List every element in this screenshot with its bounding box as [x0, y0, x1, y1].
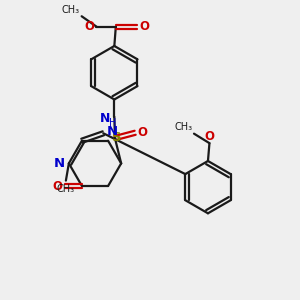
Text: H: H: [109, 118, 116, 128]
Text: S: S: [112, 131, 122, 144]
Text: N: N: [54, 157, 65, 170]
Text: N: N: [106, 125, 117, 138]
Text: CH₃: CH₃: [57, 184, 75, 194]
Text: CH₃: CH₃: [62, 5, 80, 15]
Text: O: O: [52, 179, 62, 193]
Text: O: O: [137, 126, 147, 139]
Text: CH₃: CH₃: [174, 122, 192, 132]
Text: O: O: [204, 130, 214, 143]
Text: O: O: [139, 20, 149, 33]
Text: O: O: [85, 20, 95, 33]
Text: N: N: [100, 112, 110, 125]
